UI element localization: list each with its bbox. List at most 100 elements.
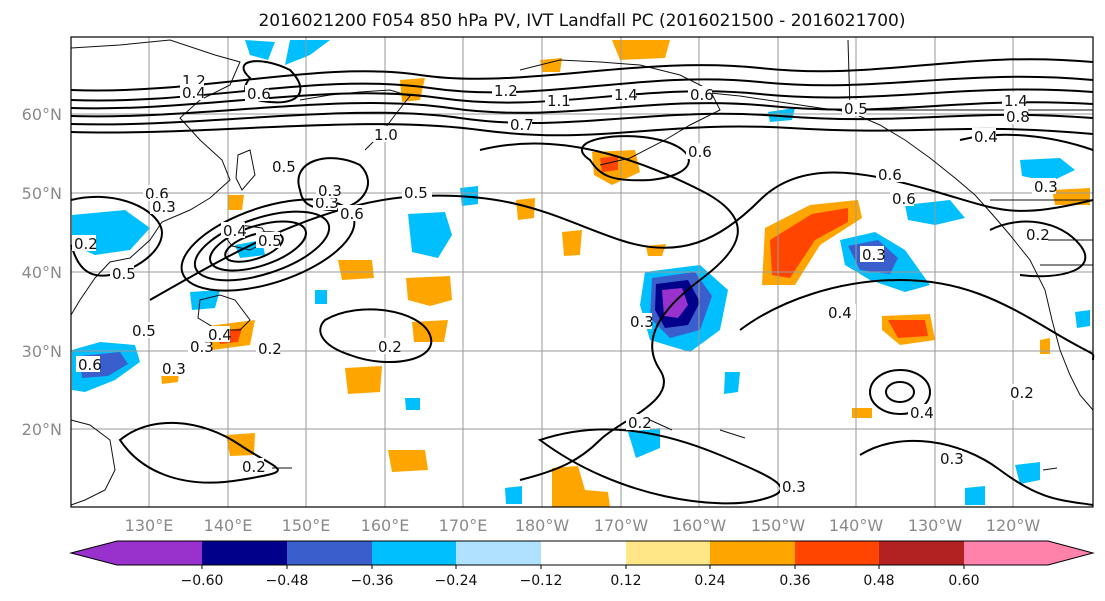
shade-negative: [724, 372, 740, 394]
colorbar-cell: [1048, 541, 1093, 565]
shading-layer: [72, 40, 1090, 507]
contour-label: 0.6: [878, 166, 902, 184]
shade-positive: [612, 40, 670, 60]
shade-negative: [285, 40, 330, 65]
lon-axis: 130°E 140°E 150°E 160°E 170°E 180°W 170°…: [125, 516, 1041, 535]
lat-axis: 60°N 50°N 40°N 30°N 20°N: [22, 105, 62, 439]
shade-negative: [315, 290, 327, 304]
contour-label: 0.8: [1006, 108, 1030, 126]
shade-negative: [1020, 158, 1075, 182]
lon-tick-label: 160°E: [361, 516, 410, 535]
contour-label: 0.4: [208, 326, 232, 344]
shade-positive: [388, 450, 428, 472]
contour-label: 0.2: [1010, 384, 1034, 402]
contour-label: 0.6: [688, 143, 712, 161]
shade-positive: [852, 408, 872, 418]
contour-label: 1.4: [614, 86, 638, 104]
shade-positive: [562, 230, 582, 256]
shade-positive: [228, 195, 244, 210]
coastline-north-america: [699, 91, 1094, 411]
colorbar-cell: [372, 541, 456, 565]
coastline-sakhalin: [235, 149, 256, 191]
contour-label: 0.5: [112, 265, 136, 283]
lon-tick-label: 120°W: [986, 516, 1041, 535]
contour-label: 0.4: [828, 304, 852, 322]
contour-line: [70, 195, 163, 277]
colorbar-cell: [710, 541, 795, 565]
shade-negative: [505, 486, 522, 504]
shade-positive: [1052, 188, 1090, 205]
contour-label: 0.2: [258, 340, 282, 358]
map-frame: [70, 36, 1094, 508]
colorbar-tick-label: −0.12: [520, 573, 563, 589]
coastline-asia: [70, 39, 241, 316]
colorbar-ticks: [201, 565, 965, 569]
shade-positive: [552, 466, 610, 507]
colorbar-cell: [71, 541, 117, 565]
shade-negative: [768, 108, 795, 122]
shade-negative: [408, 212, 452, 258]
contour-label: 0.6: [690, 86, 714, 104]
lat-tick-label: 50°N: [22, 184, 62, 203]
colorbar-cell: [795, 541, 879, 565]
colorbar-tick-label: 0.12: [610, 573, 641, 589]
colorbar-cell: [287, 541, 372, 565]
contour-label: 0.2: [1026, 226, 1050, 244]
contour-label: 0.3: [190, 338, 214, 356]
shade-positive: [770, 208, 848, 278]
shade-negative: [1015, 462, 1040, 484]
colorbar-cell: [117, 541, 202, 565]
map-panel: 1.2 0.6 1.4 0.6 1.2 1.1 0.7 1.0 0.5 0.5 …: [70, 36, 1095, 508]
contour-label: 0.5: [132, 322, 156, 340]
lon-tick-label: 130°E: [125, 516, 174, 535]
shade-positive: [338, 260, 374, 280]
contour-line: [118, 422, 279, 484]
contour-label: 0.5: [844, 100, 868, 118]
colorbar-tick-label: −0.48: [266, 573, 309, 589]
colorbar-outline: [69, 540, 1095, 566]
contour-label: 0.3: [152, 198, 176, 216]
contour-line: [869, 369, 931, 415]
contour-line: [319, 308, 433, 363]
shade-positive: [540, 58, 562, 72]
lon-tick-label: 140°E: [204, 516, 253, 535]
shade-positive: [888, 320, 928, 338]
lon-tick-label: 170°W: [594, 516, 649, 535]
contour-label: 1.0: [374, 126, 398, 144]
contour-line: [193, 210, 331, 282]
lat-tick-label: 60°N: [22, 105, 62, 124]
lon-tick-label: 130°W: [908, 516, 963, 535]
contour-label: 0.7: [510, 116, 534, 134]
contour-line: [859, 439, 1094, 506]
contour-label: 0.5: [272, 158, 296, 176]
contour-label: 0.2: [628, 414, 652, 432]
contour-label: 0.4: [182, 84, 206, 102]
contour-line: [149, 171, 1094, 301]
shade-positive: [412, 320, 448, 342]
contour-line: [739, 278, 1095, 361]
border-lines: [847, 39, 1093, 266]
colorbar-tick-label: 0.60: [948, 573, 979, 589]
contour-label: 0.4: [974, 128, 998, 146]
contour-line: [989, 220, 1087, 278]
shade-positive: [1040, 338, 1050, 354]
colorbar-cell: [964, 541, 1048, 565]
lon-tick-label: 140°W: [829, 516, 884, 535]
contour-label: 1.4: [1004, 92, 1028, 110]
contour-line: [479, 142, 739, 481]
contour-label: 0.3: [630, 313, 654, 331]
lon-tick-label: 150°W: [751, 516, 806, 535]
colorbar-tick-label: 0.36: [779, 573, 810, 589]
contour-label: 0.4: [910, 404, 934, 422]
contour-label-layer: 1.2 0.6 1.4 0.6 1.2 1.1 0.7 1.0 0.5 0.5 …: [72, 72, 1058, 496]
contour-label: 0.6: [340, 205, 364, 223]
contour-label: 0.5: [258, 232, 282, 250]
colorbar-tick-label: 0.24: [694, 573, 725, 589]
colorbar-cell: [202, 541, 287, 565]
contour-label: 0.3: [1034, 178, 1058, 196]
contour-line: [224, 231, 284, 263]
colorbar-cell: [456, 541, 541, 565]
contour-line: [885, 381, 915, 403]
lon-tick-label: 180°W: [515, 516, 570, 535]
